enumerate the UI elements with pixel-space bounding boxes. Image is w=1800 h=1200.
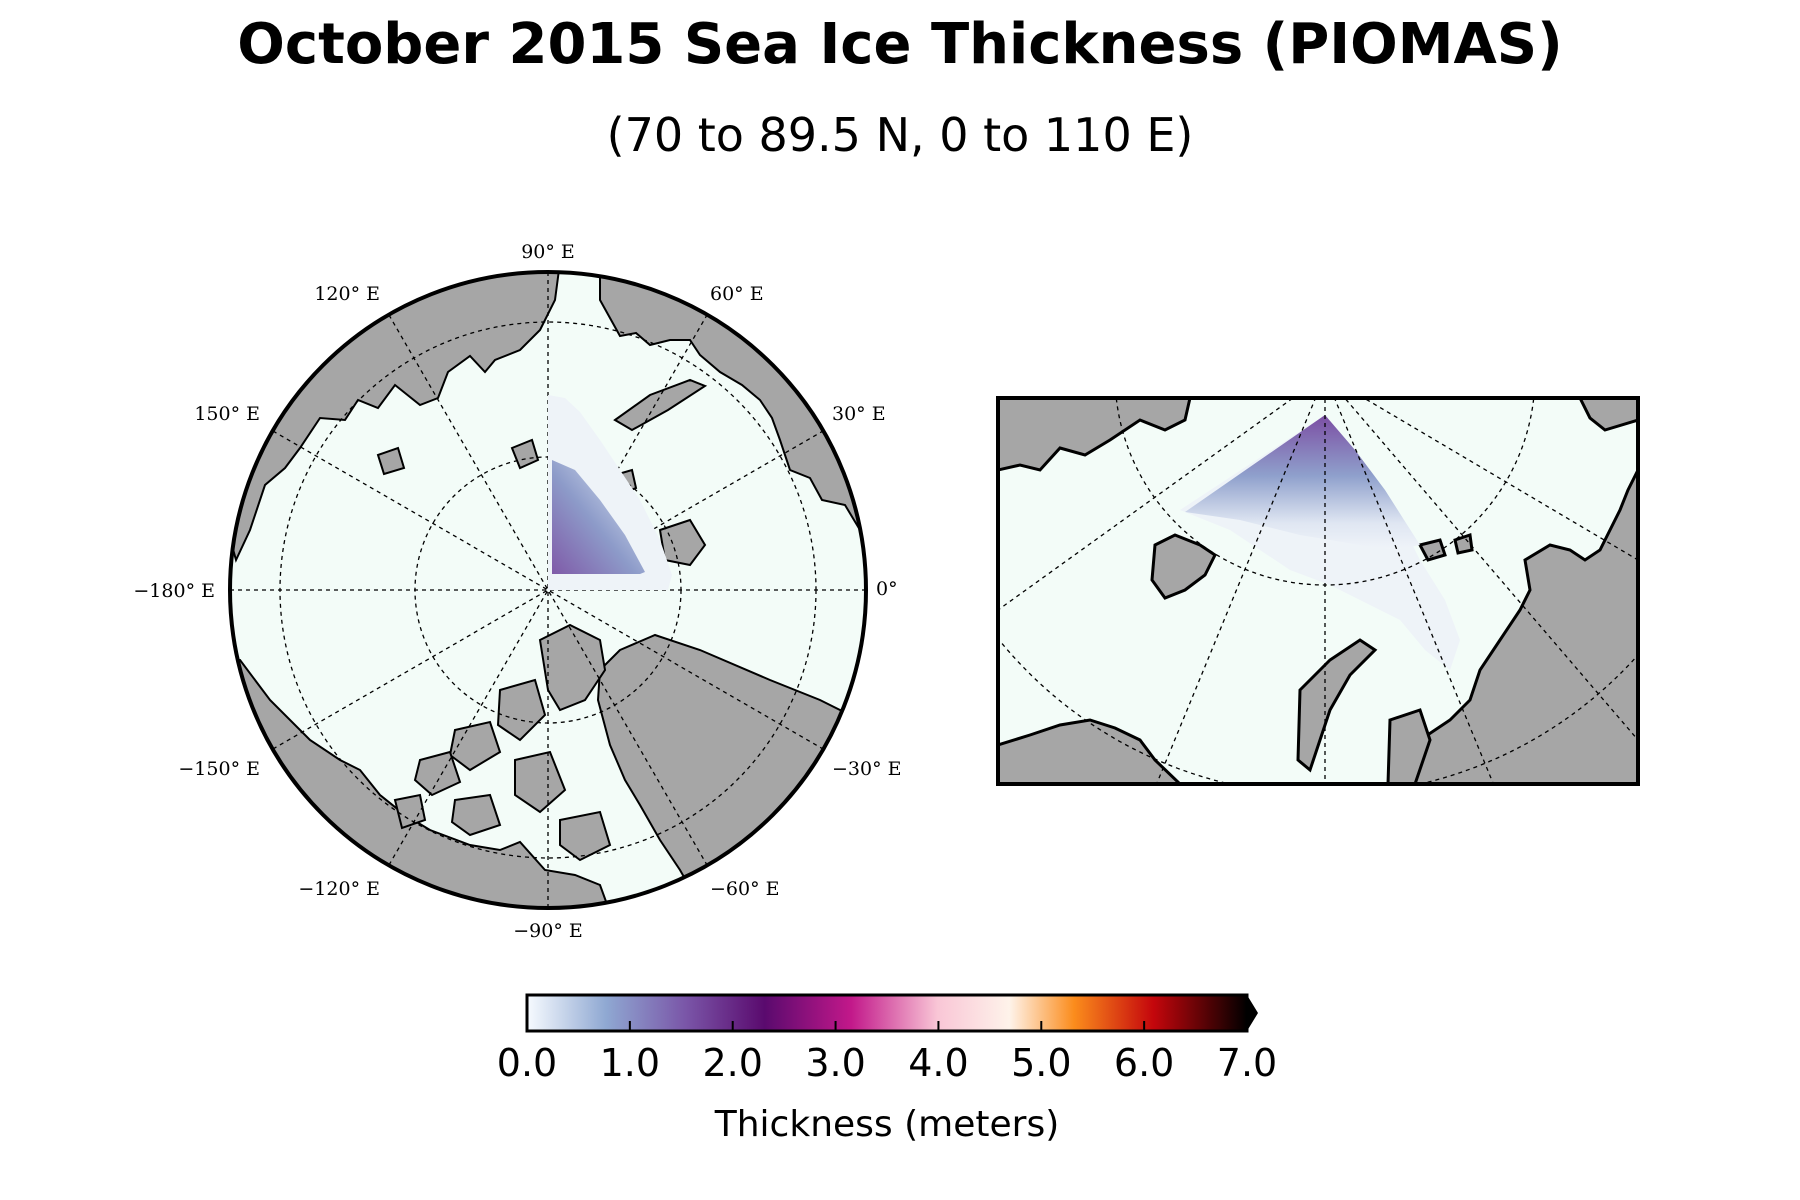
lon-label-120e: 120° E xyxy=(314,283,380,305)
lon-label-60e: 60° E xyxy=(710,283,764,305)
ice-thickness-field xyxy=(548,395,672,590)
inset-land xyxy=(998,398,1638,784)
colorbar-scale xyxy=(527,995,1247,1031)
lon-label-30e: 30° E xyxy=(832,403,886,425)
inset-ice-field xyxy=(1180,415,1460,670)
polar-graticule xyxy=(230,272,866,908)
inset-border xyxy=(996,396,1640,786)
inset-graticule xyxy=(998,398,1638,784)
colorbar-label: Thickness (meters) xyxy=(714,1104,1060,1145)
colorbar-extend-arrow xyxy=(1247,995,1258,1031)
colorbar-ticks: 0.0 1.0 2.0 3.0 4.0 5.0 6.0 7.0 xyxy=(497,1021,1277,1085)
colorbar-frame xyxy=(525,993,1249,1033)
polar-boundary xyxy=(228,270,868,910)
lon-label-minus30e: −30° E xyxy=(832,758,902,780)
colorbar: 0.0 1.0 2.0 3.0 4.0 5.0 6.0 7.0 Thickness (mete… xyxy=(497,993,1277,1145)
figure-subtitle: (70 to 89.5 N, 0 to 110 E) xyxy=(606,108,1194,162)
polar-map xyxy=(228,270,868,910)
lon-label-minus60e: −60° E xyxy=(710,878,780,900)
colorbar-tick-label: 1.0 xyxy=(600,1041,660,1085)
colorbar-tick-label: 4.0 xyxy=(908,1041,968,1085)
lon-label-0: 0° xyxy=(876,578,898,600)
colorbar-tick-label: 0.0 xyxy=(497,1041,557,1085)
lon-label-minus90e: −90° E xyxy=(513,920,583,942)
longitude-labels: 90° E 60° E 30° E 0° −30° E −60° E −90° … xyxy=(133,241,901,942)
colorbar-tick-label: 5.0 xyxy=(1011,1041,1071,1085)
lon-label-minus180e: −180° E xyxy=(133,580,215,602)
lon-label-150e: 150° E xyxy=(194,403,260,425)
lon-label-90e: 90° E xyxy=(521,241,575,263)
lon-label-minus120e: −120° E xyxy=(298,878,380,900)
colorbar-tick-label: 2.0 xyxy=(702,1041,762,1085)
colorbar-tick-label: 3.0 xyxy=(805,1041,865,1085)
lon-label-minus150e: −150° E xyxy=(178,758,260,780)
figure-title: October 2015 Sea Ice Thickness (PIOMAS) xyxy=(237,12,1563,77)
colorbar-tick-label: 6.0 xyxy=(1114,1041,1174,1085)
inset-map xyxy=(996,396,1640,786)
colorbar-tick-label: 7.0 xyxy=(1217,1041,1277,1085)
